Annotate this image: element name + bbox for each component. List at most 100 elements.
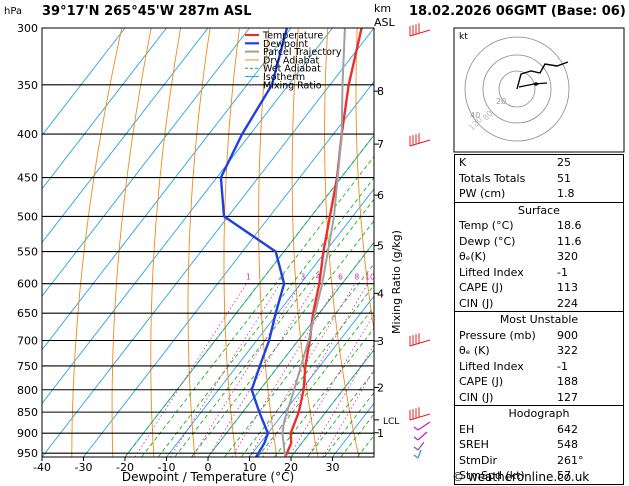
most-unstable-row-value: 188 — [557, 375, 578, 388]
surface-row-key: Temp (°C) — [459, 219, 514, 232]
hodograph-frame — [453, 27, 625, 153]
low-level-barb — [417, 421, 431, 431]
x-axis-label: Dewpoint / Temperature (°C) — [122, 470, 294, 484]
mixing-ratio-line — [288, 313, 374, 457]
hodograph-ring — [464, 36, 570, 142]
mixing-ratio-label: 20 — [408, 273, 418, 282]
legend-label: Wet Adiabat — [263, 64, 321, 75]
surface-row: Temp (°C) 18.6 — [455, 218, 623, 234]
most-unstable-row-value: -1 — [557, 359, 568, 373]
surface-row: Dewp (°C) 11.6 — [455, 234, 623, 250]
hodograph-block: Hodograph EH 642 SREH 548 StmDir 261° StmSpd (k… — [455, 406, 623, 484]
index-row-key: PW (cm) — [459, 187, 506, 200]
pressure-tick-label: 650 — [17, 307, 38, 320]
surface-row-key: θₑ(K) — [459, 250, 487, 263]
index-row-value: 1.8 — [557, 187, 575, 200]
hodograph-ring-label: 20 — [496, 97, 506, 106]
index-row-key: K — [459, 156, 467, 169]
temperature-series — [284, 28, 363, 457]
most-unstable-row-key: CAPE (J) — [459, 375, 504, 388]
location-title: 39°17'N 265°45'W 287m ASL — [42, 4, 252, 19]
hodograph-row: StmDir 261° — [455, 453, 623, 469]
wind-barb — [409, 133, 431, 147]
isotherm-line — [42, 28, 292, 351]
hodograph-ring — [482, 54, 552, 124]
pressure-tick-label: 700 — [17, 335, 38, 348]
most-unstable-row-key: Pressure (mb) — [459, 328, 536, 342]
km-tick-label: 1 — [377, 427, 384, 440]
surface-row: θₑ(K) 320 — [455, 249, 623, 265]
x-tick-label: 20 — [284, 461, 298, 474]
x-tick-label: -30 — [75, 461, 93, 474]
dewpoint-series — [219, 28, 289, 457]
surface-row-value: 320 — [557, 250, 578, 263]
most-unstable-row: CAPE (J) 188 — [455, 374, 623, 390]
pressure-tick-label: 800 — [17, 384, 38, 397]
km-tick-label: 5 — [377, 239, 384, 252]
km-tick-label: 3 — [377, 335, 384, 348]
legend-label: Isotherm — [263, 72, 305, 83]
dry-adiabat-line — [111, 28, 152, 457]
dry-adiabat-line — [187, 28, 211, 457]
most-unstable-row: CIN (J) 127 — [455, 390, 623, 406]
mixing-ratio-label: 3 — [300, 273, 305, 282]
isotherm-line — [124, 134, 374, 457]
km-tick-label: 7 — [377, 138, 384, 151]
pressure-tick-label: 300 — [17, 22, 38, 35]
dry-adiabat-line — [223, 28, 240, 457]
most-unstable-block: Most Unstable Pressure (mb) 900 θₑ (K) 322 Li… — [455, 312, 623, 406]
isotherm-line — [42, 28, 250, 297]
x-tick-label: 10 — [243, 461, 257, 474]
parcel-trajectory-series — [281, 28, 346, 457]
mixing-ratio-axis-label: Mixing Ratio (g/kg) — [390, 230, 403, 334]
isotherm-line — [42, 28, 126, 136]
hodograph-row-key: StmDir — [459, 453, 498, 467]
pressure-tick-label: 950 — [17, 447, 38, 460]
dry-adiabat-line — [291, 28, 319, 457]
mixing-ratio-label: 6 — [338, 273, 343, 282]
hodograph-trace — [516, 61, 569, 90]
isotherm-line — [166, 188, 374, 457]
mixing-ratio-label: 4 — [316, 273, 321, 282]
low-level-barb — [417, 449, 422, 459]
low-level-barb-feather — [413, 426, 419, 431]
most-unstable-row-key: θₑ (K) — [459, 344, 490, 357]
mixing-ratio-label: 8 — [355, 273, 360, 282]
indices-top-block: K 25 Totals Totals 51 PW (cm) 1.8 — [455, 155, 623, 203]
most-unstable-row-key: Lifted Index — [459, 359, 524, 373]
wind-barb — [409, 407, 431, 421]
most-unstable-row-key: CIN (J) — [459, 390, 494, 404]
legend-label: Parcel Trajectory — [263, 47, 342, 58]
pressure-unit-label: hPa — [4, 6, 22, 17]
mixing-ratio-label: 25 — [422, 273, 432, 282]
index-row: K 25 — [455, 155, 623, 171]
height-unit-km: km — [374, 2, 391, 15]
hodograph-row: SREH 548 — [455, 437, 623, 453]
pressure-tick-label: 500 — [17, 210, 38, 223]
hodograph-ring-label: 40 — [470, 111, 480, 120]
mixing-ratio-line — [248, 283, 356, 457]
indices-table: K 25 Totals Totals 51 PW (cm) 1.8 Surface Temp… — [454, 154, 624, 485]
hodograph-row-value: 642 — [557, 422, 578, 436]
km-tick-label: 4 — [377, 287, 384, 300]
pressure-tick-label: 400 — [17, 128, 38, 141]
surface-row-value: 113 — [557, 281, 578, 294]
surface-row-key: CIN (J) — [459, 296, 494, 310]
mixing-ratio-line — [322, 368, 374, 457]
low-level-barb — [417, 441, 425, 451]
wind-barb — [409, 23, 431, 37]
hodograph-row-value: 261° — [557, 453, 584, 467]
copyright-footer: © weatheronline.co.uk — [452, 470, 590, 484]
most-unstable-row-value: 127 — [557, 390, 578, 404]
pressure-tick-label: 900 — [17, 427, 38, 440]
surface-row-key: CAPE (J) — [459, 281, 504, 294]
wind-barb — [409, 333, 431, 347]
hodograph-ring — [498, 70, 536, 108]
low-level-barb-feather — [413, 436, 419, 441]
index-row: PW (cm) 1.8 — [455, 186, 623, 202]
index-row: Totals Totals 51 — [455, 171, 623, 187]
hodograph-row-key: StmSpd (kt) — [459, 469, 525, 482]
height-unit-asl: ASL — [374, 16, 396, 29]
most-unstable-row: θₑ (K) 322 — [455, 343, 623, 359]
